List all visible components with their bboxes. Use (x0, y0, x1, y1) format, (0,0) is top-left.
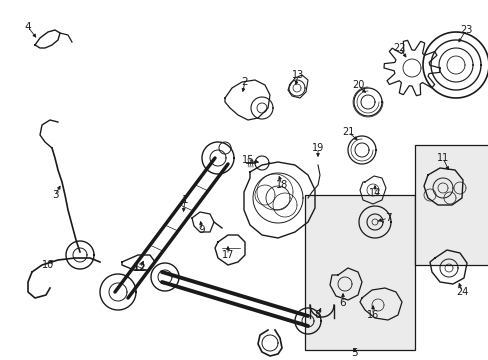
Text: 21: 21 (341, 127, 353, 137)
Text: 20: 20 (351, 80, 364, 90)
Text: 10: 10 (42, 260, 54, 270)
Text: 9: 9 (198, 225, 205, 235)
Text: 22: 22 (393, 43, 406, 53)
Text: 2: 2 (241, 77, 248, 87)
Text: 8: 8 (314, 310, 321, 320)
Text: 24: 24 (455, 287, 467, 297)
Text: 4: 4 (24, 22, 31, 32)
Text: 14: 14 (368, 188, 380, 198)
Text: 23: 23 (459, 25, 471, 35)
Text: 17: 17 (222, 250, 234, 260)
Text: 16: 16 (366, 310, 378, 320)
Text: 18: 18 (275, 180, 287, 190)
Text: 5: 5 (351, 348, 358, 358)
Text: 7: 7 (384, 213, 390, 223)
Text: 1: 1 (182, 195, 188, 205)
Bar (305, 195, 414, 350)
Text: 3: 3 (52, 190, 58, 200)
Text: 12: 12 (133, 263, 146, 273)
Bar (414, 145, 488, 265)
Text: 11: 11 (436, 153, 448, 163)
Text: 15: 15 (242, 155, 254, 165)
Text: 19: 19 (311, 143, 324, 153)
Text: 6: 6 (339, 298, 346, 308)
Text: 13: 13 (291, 70, 304, 80)
